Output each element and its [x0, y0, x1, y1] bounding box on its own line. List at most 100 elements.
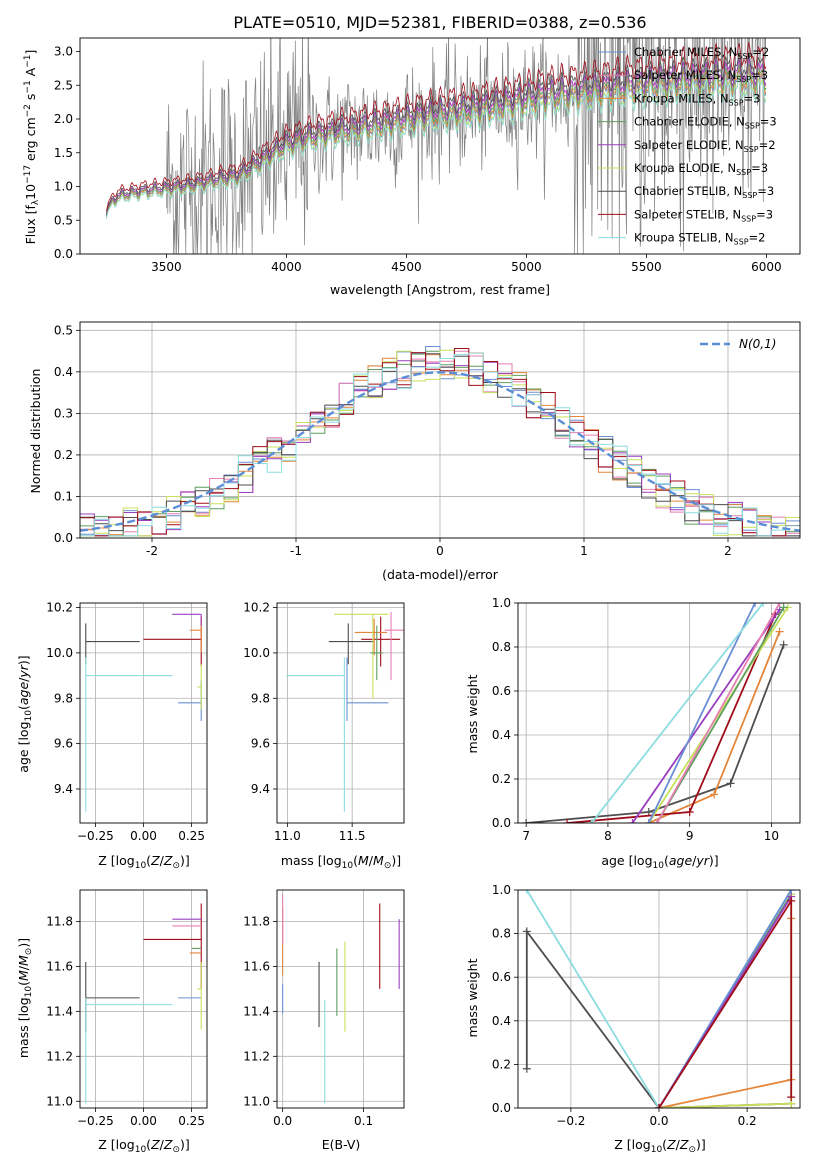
y-tick-label: 9.8: [251, 691, 270, 705]
x-tick-label: 1: [580, 544, 588, 558]
weight-marker-kroupa-miles: [710, 790, 719, 799]
residuals-ylabel: Normed distribution: [28, 369, 43, 494]
weight-marker-salpeter-stelib: [685, 808, 694, 816]
y-tick-label: 11.4: [243, 1004, 270, 1018]
y-tick-label: 0.0: [492, 1101, 511, 1115]
axes-weight-vs-Z: −0.2 0.0 0.2 0.0 0.2 0.4 0.6 0.8 1.0: [492, 883, 801, 1128]
plot-area-age-vs-mass: [286, 612, 404, 812]
weight-marker-chabrier-stelib: [522, 927, 531, 936]
x-tick-label: 9: [686, 829, 694, 843]
x-tick-label: 0.25: [178, 829, 205, 843]
y-tick-label: 0.0: [54, 247, 73, 261]
axes-weight-vs-age: 7 8 9 10 0.0 0.2 0.4 0.6 0.8 1.0: [492, 596, 801, 843]
legend-label: Kroupa STELIB, NSSP=2: [634, 231, 765, 247]
legend-label: Kroupa ELODIE, NSSP=3: [634, 161, 768, 177]
normal-legend-label: N(0,1): [739, 337, 776, 351]
weight-marker-salpeter-miles: [652, 819, 661, 823]
weight-line-kroupa-elodie: [648, 606, 789, 823]
data-spectrum-line: [166, 38, 766, 254]
x-tick-label: 0.0: [273, 1114, 292, 1128]
y-tick-label: 11.8: [46, 914, 73, 928]
y-tick-label: 0.2: [492, 772, 511, 786]
spectrum-legend: Chabrier MILES, NSSP=2 Salpeter MILES, NS…: [598, 45, 777, 247]
model-line-salpeter-stelib: [106, 42, 767, 212]
weight-marker-chabrier-miles: [751, 603, 760, 607]
y-tick-label: 1.0: [492, 596, 511, 610]
x-tick-label: 11.0: [274, 829, 301, 843]
plot-area-residuals: [80, 346, 800, 537]
y-tick-label: 0.0: [492, 816, 511, 830]
grid-age-vs-mass: [277, 603, 404, 823]
y-tick-label: 3.0: [54, 45, 73, 59]
weight-line-chabrier-miles: [647, 603, 756, 823]
legend-label: Kroupa MILES, NSSP=3: [634, 91, 760, 107]
axes-age-vs-mass: 11.0 11.5 9.4 9.6 9.8 10.0 10.2: [243, 601, 405, 843]
y-tick-label: 2.0: [54, 112, 73, 126]
ebv-xlabel: E(B-V): [322, 1137, 361, 1152]
wage-ylabel: mass weight: [465, 674, 480, 753]
y-tick-label: 9.4: [251, 782, 270, 796]
plot-area-age-vs-Z: [85, 613, 202, 812]
y-tick-label: 1.5: [54, 146, 73, 160]
x-tick-label: 0.25: [178, 1114, 205, 1128]
legend-label: Chabrier MILES, NSSP=2: [634, 45, 769, 61]
model-line-chabrier-elodie: [106, 63, 767, 217]
weight-line-chabrier-stelib: [526, 644, 785, 823]
grid-weight-vs-Z: [518, 889, 800, 1109]
axes-frame: [276, 602, 405, 824]
y-tick-label: 0.5: [54, 323, 73, 337]
plot-area-mass-vs-Z: [85, 903, 202, 1104]
weight-marker-chabrier-stelib: [522, 1064, 531, 1073]
weight-marker-kroupa-miles: [775, 627, 784, 636]
x-tick-label: 0: [436, 544, 444, 558]
weight-marker-salpeter-stelib: [787, 1093, 796, 1102]
x-tick-label: 5000: [511, 260, 542, 274]
axes-mass-vs-Z: −0.25 0.00 0.25 11.0 11.2 11.4 11.6 11.8: [46, 889, 208, 1128]
weight-marker-kroupa-stelib: [522, 890, 531, 894]
axes-frame: [79, 602, 208, 824]
legend-label: Chabrier STELIB, NSSP=3: [634, 184, 774, 200]
axes-frame: [79, 321, 801, 539]
x-tick-label: -1: [290, 544, 302, 558]
model-line-salpeter-elodie: [106, 58, 767, 215]
grid-age-vs-Z: [80, 603, 207, 823]
weight-marker-kroupa-stelib: [759, 603, 768, 607]
x-tick-label: 0.0: [649, 1114, 668, 1128]
legend-label: Salpeter STELIB, NSSP=3: [634, 207, 773, 223]
x-tick-label: 0.00: [130, 829, 157, 843]
spectrum-ylabel: Flux [fλ10−17 erg cm−2 s−1 A−1]: [23, 50, 41, 245]
spectrum-xlabel: wavelength [Angstrom, rest frame]: [330, 282, 550, 297]
grid-mass-vs-EBV: [277, 890, 404, 1108]
x-tick-label: 2: [724, 544, 732, 558]
x-tick-label: 11.5: [339, 829, 366, 843]
weight-line-salpeter-miles: [656, 603, 781, 823]
massz-ylabel: mass [log10(M/M⊙)]: [16, 938, 34, 1058]
y-tick-label: 0.8: [492, 640, 511, 654]
weight-line-salpeter-stelib: [658, 897, 793, 1108]
y-tick-label: 9.4: [54, 782, 73, 796]
y-tick-label: 1.0: [54, 180, 73, 194]
y-tick-label: 0.6: [492, 684, 511, 698]
weight-line-kroupa-stelib: [590, 603, 764, 823]
x-tick-label: 5500: [631, 260, 662, 274]
x-tick-label: -2: [146, 544, 158, 558]
x-tick-label: 0.2: [738, 1114, 757, 1128]
y-tick-label: 11.6: [46, 959, 73, 973]
weight-marker-salpeter-stelib: [563, 819, 572, 823]
x-tick-label: 7: [522, 829, 530, 843]
axes-frame: [517, 602, 801, 824]
plot-area-weight-vs-Z: [522, 890, 796, 1108]
y-tick-label: 0.4: [492, 728, 511, 742]
model-line-kroupa-stelib: [106, 75, 767, 219]
plot-area-mass-vs-EBV: [282, 894, 400, 1104]
weight-line-salpeter-elodie: [631, 609, 781, 823]
weight-marker-chabrier-stelib: [522, 819, 531, 823]
y-tick-label: 11.2: [46, 1049, 73, 1063]
massz-xlabel: Z [log10(Z/Z⊙)]: [98, 1137, 190, 1155]
x-tick-label: 10: [764, 829, 779, 843]
y-tick-label: 10.0: [46, 646, 73, 660]
axes-frame: [79, 889, 208, 1109]
residuals-xlabel: (data-model)/error: [382, 567, 499, 582]
agez-ylabel: age [log10(age/yr)]: [16, 655, 34, 772]
